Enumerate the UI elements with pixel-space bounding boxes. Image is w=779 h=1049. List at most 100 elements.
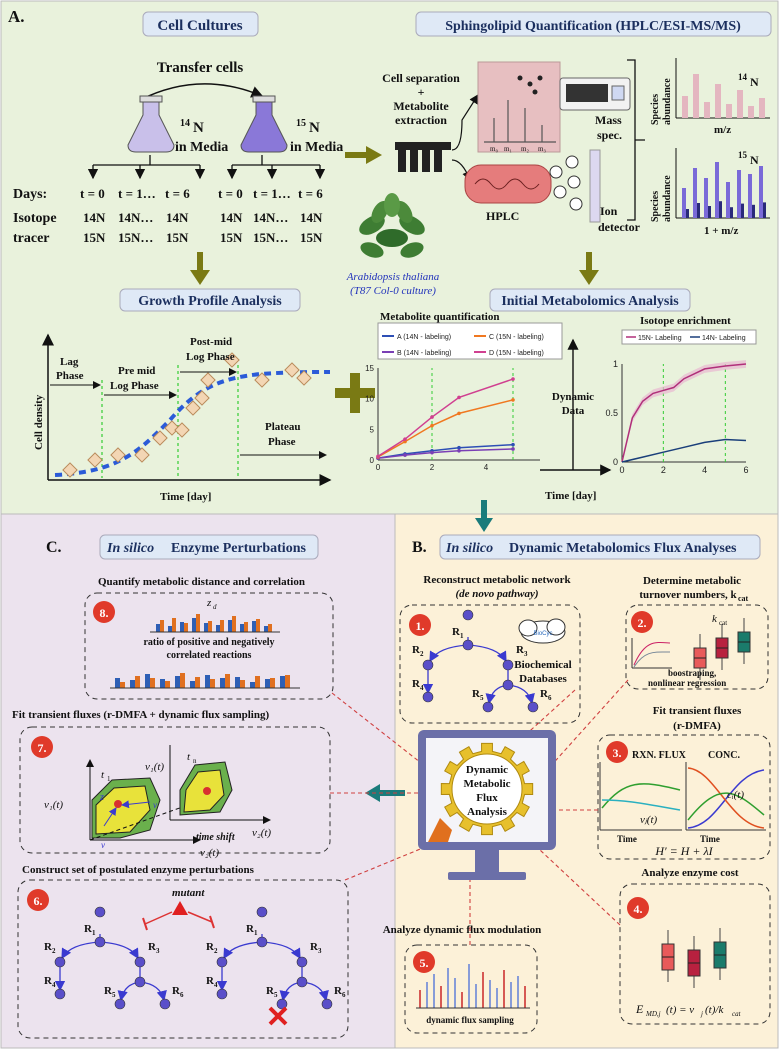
step2-number: 2. — [638, 616, 647, 630]
growth-datapoint — [185, 400, 201, 416]
ratio-label-2: correlated reactions — [167, 650, 252, 661]
cell-density-label: Cell density — [33, 394, 45, 450]
flask1-iso-mass: 14 — [180, 118, 190, 129]
ratio-bar-orange — [195, 677, 200, 688]
panel-b-title-italic: In silico — [445, 541, 493, 556]
zd-bar-blue — [240, 624, 244, 632]
spectrum-box — [477, 61, 561, 153]
reaction-subscript: 3 — [524, 650, 528, 658]
iso-xtick: 6 — [743, 465, 748, 475]
kcat-label: k — [712, 613, 718, 625]
arabidopsis-name: Arabidopsis thaliana — [346, 271, 440, 283]
reaction-label: R — [334, 985, 343, 997]
spec15-bar-secondary — [697, 203, 700, 218]
iso-r-r1-c2: 14N… — [253, 210, 288, 225]
emd-rhs-sub: j — [700, 1010, 703, 1018]
spec15-bar-secondary — [708, 206, 711, 218]
timepoint-tree-left — [87, 155, 206, 180]
step7-number: 7. — [38, 741, 47, 755]
rxn-flux-label: RXN. FLUX — [632, 750, 687, 761]
boot-label-2: nonlinear regression — [648, 678, 726, 688]
m1-label: m₁ — [504, 145, 512, 153]
reaction-label: R — [172, 985, 181, 997]
metabolite-node — [422, 691, 434, 703]
spec14-bar — [748, 106, 754, 118]
v1t-right: v₁(t) — [145, 761, 164, 773]
spec14-mz: m/z — [714, 124, 731, 136]
flask1-N: N — [193, 120, 204, 136]
ion-label-2: detector — [598, 220, 641, 234]
iso-legend — [621, 329, 757, 345]
zd-bar-orange — [208, 621, 212, 632]
dfs-label: dynamic flux sampling — [426, 1015, 514, 1025]
teal-arrowhead-down — [475, 518, 493, 532]
step8-badge — [93, 601, 115, 623]
hplc-column-icon — [464, 164, 552, 204]
day-t6-right: t = 6 — [298, 186, 323, 201]
determine-kcat-sub: cat — [738, 594, 749, 603]
mq-point — [457, 445, 461, 450]
spec14-bar — [737, 90, 743, 118]
growth-datapoint — [152, 430, 168, 446]
recon-label-2: (de novo pathway) — [455, 588, 538, 600]
flask2-iso-mass: 15 — [296, 118, 306, 129]
spec15-bar — [748, 174, 752, 218]
reaction-label: R — [44, 975, 53, 987]
premid-label-1: Pre mid — [118, 365, 155, 377]
ratio-barchart — [110, 673, 300, 689]
to-spectrum-arrow — [451, 93, 479, 151]
metabolite-node — [422, 659, 434, 671]
reaction-subscript: 3 — [318, 947, 322, 955]
iso-l-r2-c3: 15N — [166, 230, 189, 245]
emd-rhs: (t) = v — [666, 1004, 694, 1016]
spec15-bar-secondary — [730, 207, 733, 218]
abundance-label-bottom: abundance — [662, 175, 673, 222]
metabolite-node — [276, 998, 288, 1010]
metab-label-2: extraction — [395, 113, 447, 127]
ion-detector-bar — [589, 149, 601, 223]
spec14-bar — [682, 96, 688, 118]
spec15-bar — [693, 168, 697, 218]
spectrum-peaks — [484, 100, 556, 143]
metabolite-node — [114, 998, 126, 1010]
fit-dfs-label: Fit transient fluxes (r-DMFA + dynamic f… — [12, 709, 269, 721]
zdt-label: z — [99, 792, 104, 803]
mq-point — [457, 411, 461, 416]
network-mutant: R 1R 2 R 3R 4 R 5 R 6 — [206, 906, 346, 1010]
iso-l-r1-c2: 14N… — [118, 210, 153, 225]
metabolite-node — [296, 976, 308, 988]
panel-c-label: C. — [46, 539, 62, 556]
time-shift-label: time shift — [196, 832, 236, 843]
network-wildtype: R 1R 2 R 3R 4 R 5 R 6 — [44, 906, 184, 1010]
ratio-bar-orange — [120, 682, 125, 688]
olive-arrowhead-left — [190, 270, 210, 285]
iso-ytick: 1 — [613, 359, 618, 369]
zd-bar-orange — [244, 622, 248, 632]
metabolite-node — [502, 659, 514, 671]
arabidopsis-culture: (T87 Col-0 culture) — [350, 285, 436, 297]
reaction-subscript: 4 — [420, 684, 424, 692]
iso-xtick: 0 — [619, 465, 624, 475]
molecule-icon — [517, 75, 543, 95]
olive-arrowhead-right — [366, 146, 382, 164]
biochem-label-2: Databases — [519, 673, 567, 685]
mq-point — [457, 449, 461, 453]
reaction-label: R — [104, 985, 113, 997]
v2t-right: v₂(t) — [252, 827, 271, 839]
ratio-bar-orange — [240, 680, 245, 688]
step3-box — [597, 734, 771, 860]
emd-rhs2-sub: cat — [732, 1010, 742, 1018]
panel-b-title-box — [439, 534, 761, 560]
iso-15-band — [622, 360, 746, 462]
step7-badge — [31, 736, 53, 758]
enzyme-cost-boxplot — [661, 928, 727, 988]
iso-ytick: 0 — [613, 457, 618, 467]
initial-title: Initial Metabolomics Analysis — [501, 294, 679, 309]
ratio-bar-orange — [180, 673, 185, 688]
mq-point — [511, 447, 515, 451]
mq-point — [511, 398, 515, 402]
step1-number: 1. — [416, 619, 425, 633]
time-label-1: Time — [617, 834, 637, 844]
mq-point — [511, 442, 515, 447]
kcat-boxplot — [693, 618, 751, 680]
